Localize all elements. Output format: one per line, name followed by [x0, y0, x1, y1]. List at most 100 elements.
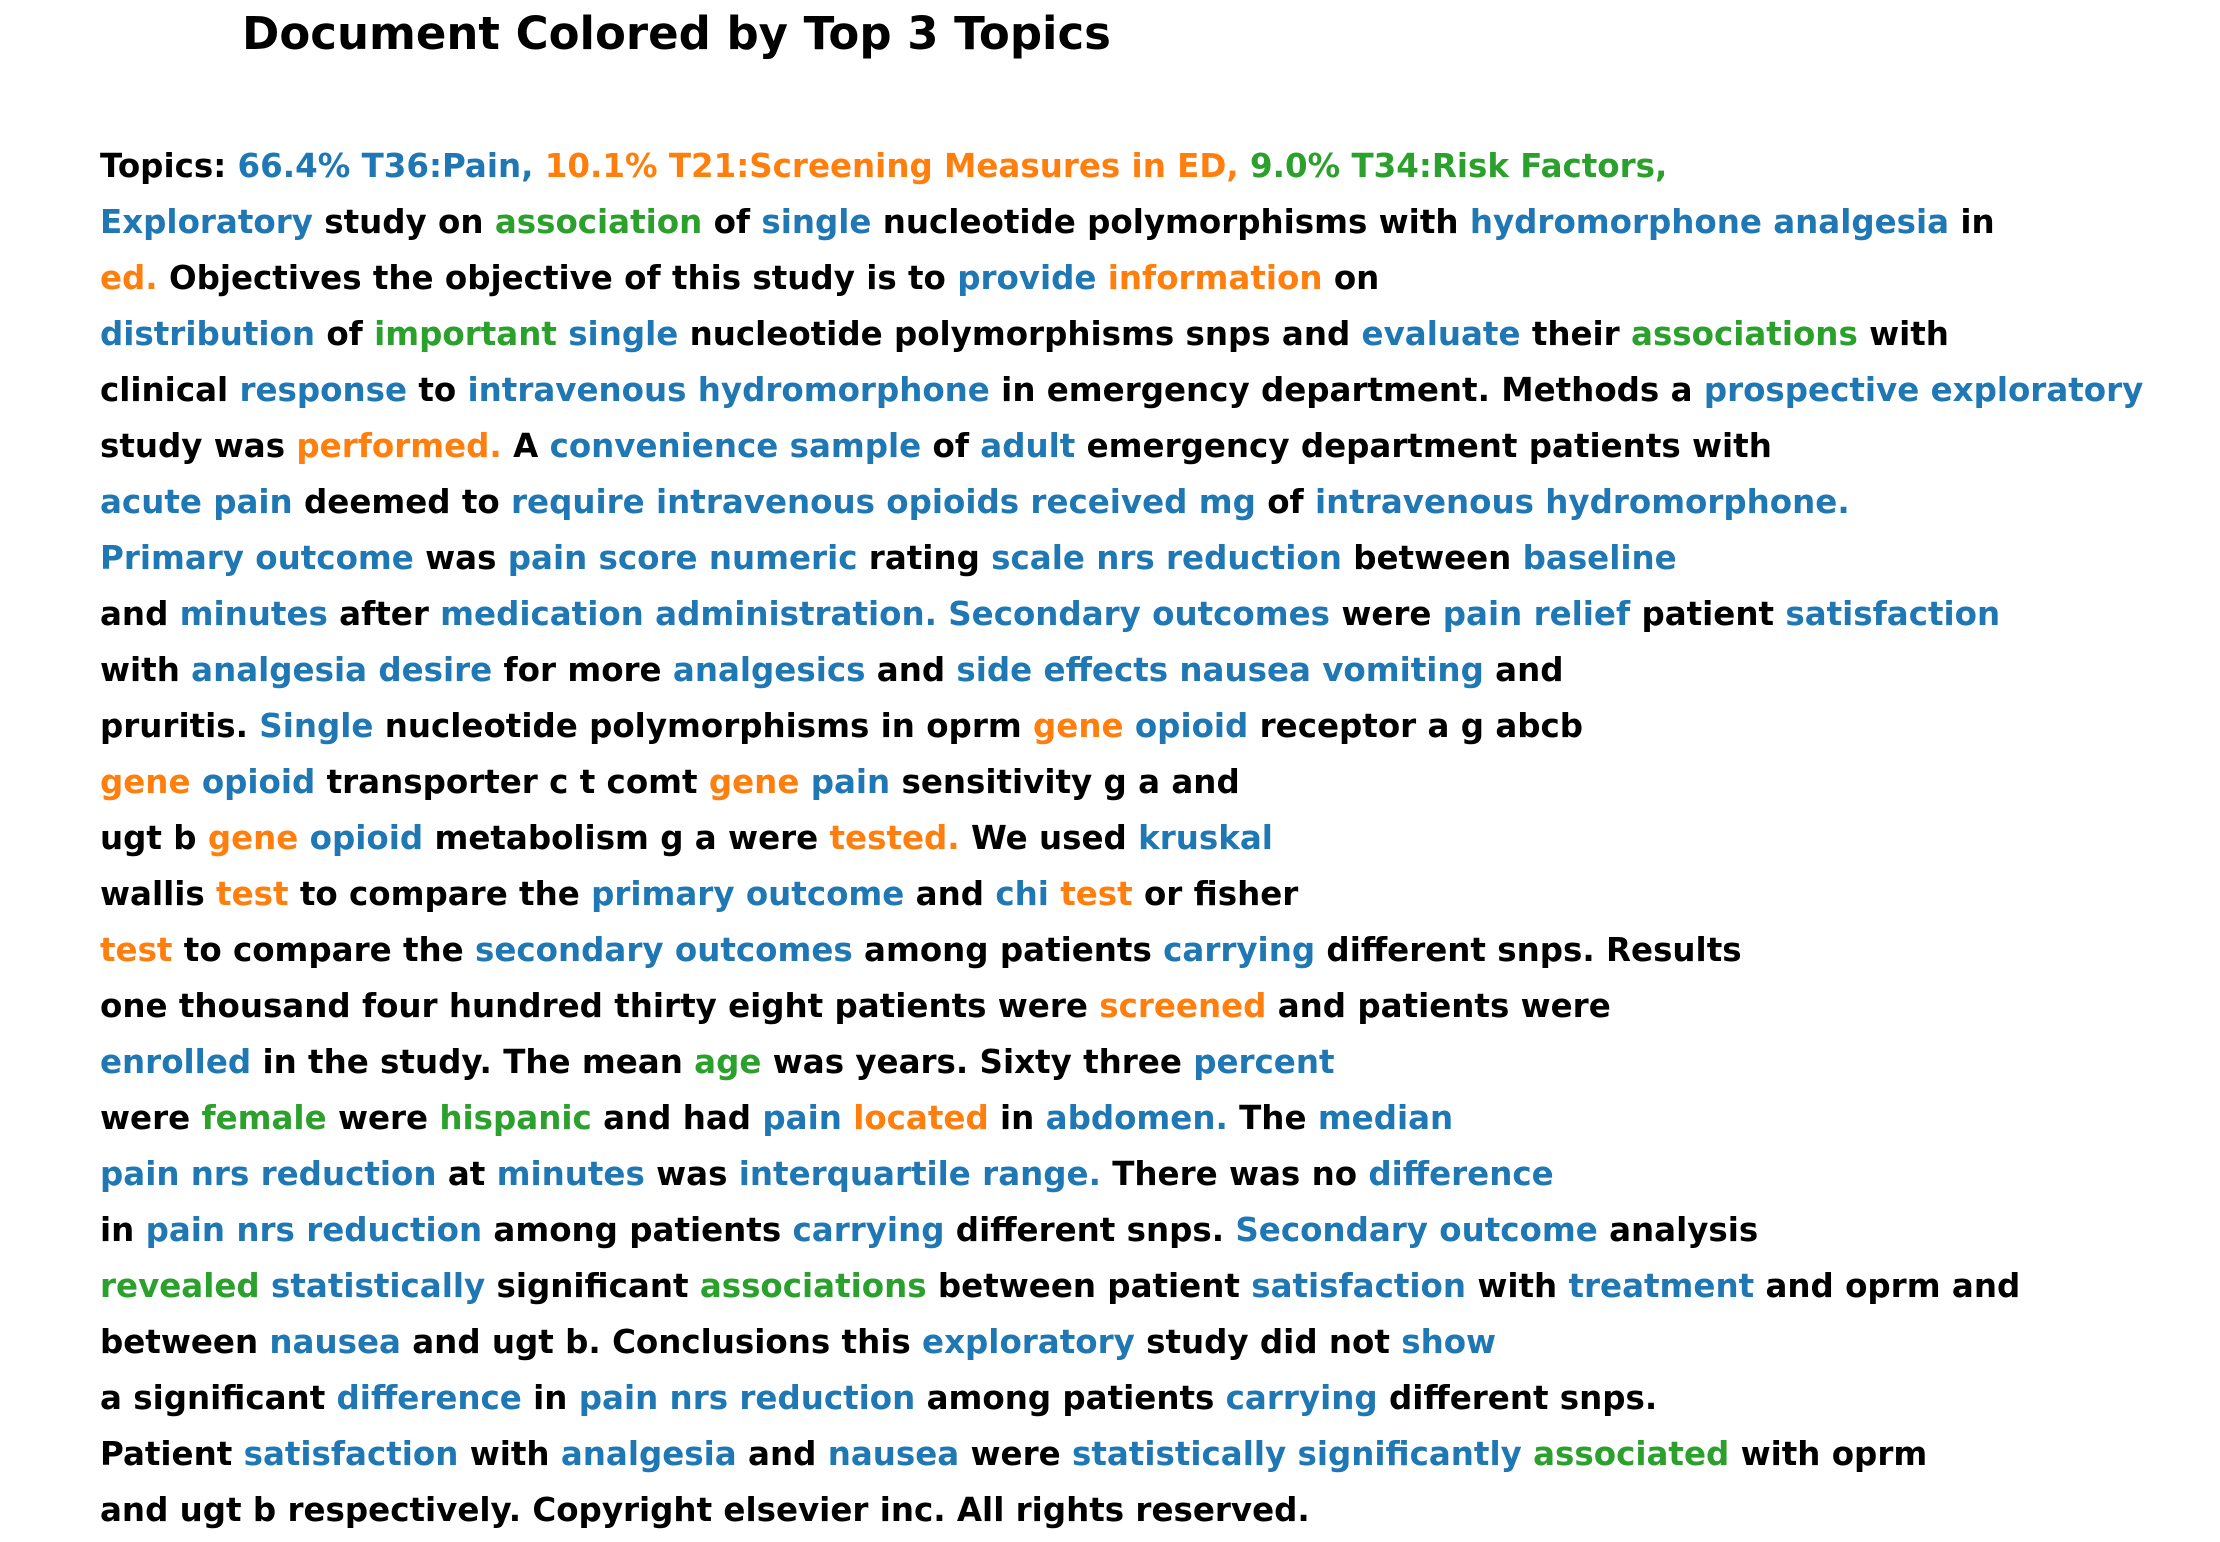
text-segment: in emergency department. Methods a: [989, 371, 1704, 409]
text-segment: and oprm and: [1754, 1267, 2021, 1305]
text-segment: gene: [708, 763, 800, 801]
text-segment: Single: [259, 707, 374, 745]
text-segment: The: [1227, 1099, 1318, 1137]
text-line: Patient satisfaction with analgesia and …: [100, 1426, 2143, 1482]
topic-legend-segment: 10.1% T21:Screening Measures in ED,: [544, 147, 1250, 185]
text-segment: to compare the: [172, 931, 476, 969]
text-segment: of: [315, 315, 375, 353]
text-segment: hispanic: [439, 1099, 592, 1137]
text-line: a significant difference in pain nrs red…: [100, 1370, 2143, 1426]
text-line: study was performed. A convenience sampl…: [100, 418, 2143, 474]
text-segment: and: [904, 875, 996, 913]
text-segment: with: [1857, 315, 1949, 353]
text-segment: and ugt b respectively. Copyright elsevi…: [100, 1491, 1310, 1529]
text-segment: interquartile range.: [738, 1155, 1101, 1193]
text-line: were female were hispanic and had pain l…: [100, 1090, 2143, 1146]
text-segment: carrying: [1225, 1379, 1378, 1417]
text-segment: statistically: [271, 1267, 486, 1305]
text-segment: pain relief: [1442, 595, 1631, 633]
text-segment: pain nrs reduction: [578, 1379, 916, 1417]
text-segment: of: [921, 427, 981, 465]
text-segment: for more: [492, 651, 673, 689]
text-segment: scale nrs reduction: [991, 539, 1342, 577]
text-segment: show: [1401, 1323, 1497, 1361]
text-line: and ugt b respectively. Copyright elsevi…: [100, 1482, 2143, 1538]
text-segment: analgesia: [560, 1435, 737, 1473]
text-segment: metabolism g a were: [423, 819, 830, 857]
text-segment: were: [1330, 595, 1443, 633]
text-segment: information: [1107, 259, 1323, 297]
text-segment: [1522, 1435, 1533, 1473]
text-segment: gene: [207, 819, 299, 857]
text-line: acute pain deemed to require intravenous…: [100, 474, 2143, 530]
text-segment: to: [407, 371, 468, 409]
text-segment: median: [1317, 1099, 1454, 1137]
text-line: distribution of important single nucleot…: [100, 306, 2143, 362]
text-line: enrolled in the study. The mean age was …: [100, 1034, 2143, 1090]
text-segment: abdomen.: [1045, 1099, 1228, 1137]
text-segment: analgesia desire: [191, 651, 493, 689]
text-segment: Primary outcome: [100, 539, 414, 577]
text-segment: was years. Sixty three: [761, 1043, 1194, 1081]
text-segment: intravenous hydromorphone.: [1314, 483, 1850, 521]
text-line: one thousand four hundred thirty eight p…: [100, 978, 2143, 1034]
text-segment: [557, 315, 568, 353]
text-segment: and ugt b. Conclusions this: [400, 1323, 923, 1361]
text-segment: adult: [980, 427, 1076, 465]
text-segment: pain nrs reduction: [100, 1155, 437, 1193]
text-segment: associations: [699, 1267, 927, 1305]
text-segment: [1124, 707, 1135, 745]
text-segment: enrolled: [100, 1043, 252, 1081]
text-line: pruritis. Single nucleotide polymorphism…: [100, 698, 2143, 754]
text-segment: important: [374, 315, 557, 353]
text-segment: Patient: [100, 1435, 244, 1473]
text-segment: nausea: [269, 1323, 401, 1361]
text-segment: treatment: [1568, 1267, 1755, 1305]
text-segment: was: [413, 539, 508, 577]
text-segment: between patient: [926, 1267, 1252, 1305]
text-segment: in: [521, 1379, 579, 1417]
text-segment: A: [501, 427, 550, 465]
text-segment: pruritis.: [100, 707, 260, 745]
text-segment: Secondary outcome: [1235, 1211, 1598, 1249]
text-segment: analysis: [1597, 1211, 1759, 1249]
text-segment: nausea: [827, 1435, 960, 1473]
text-segment: sensitivity g a and: [890, 763, 1240, 801]
text-line: Primary outcome was pain score numeric r…: [100, 530, 2143, 586]
text-segment: test: [100, 931, 173, 969]
text-segment: There was no: [1100, 1155, 1369, 1193]
text-segment: a significant: [100, 1379, 337, 1417]
text-segment: response: [239, 371, 408, 409]
text-segment: Objectives the objective of this study i…: [157, 259, 958, 297]
text-segment: prospective exploratory: [1703, 371, 2144, 409]
text-segment: association: [494, 203, 703, 241]
text-segment: between: [100, 1323, 270, 1361]
text-segment: clinical: [100, 371, 240, 409]
text-line: and minutes after medication administrat…: [100, 586, 2143, 642]
text-segment: pain: [810, 763, 891, 801]
text-line: wallis test to compare the primary outco…: [100, 866, 2143, 922]
text-segment: their: [1520, 315, 1632, 353]
text-segment: test: [1060, 875, 1133, 913]
text-segment: percent: [1193, 1043, 1335, 1081]
text-segment: with: [100, 651, 192, 689]
text-segment: of: [1255, 483, 1315, 521]
text-line: revealed statistically significant assoc…: [100, 1258, 2143, 1314]
text-segment: acute pain: [100, 483, 293, 521]
text-segment: rating: [857, 539, 992, 577]
text-segment: were: [959, 1435, 1072, 1473]
text-segment: to compare the: [288, 875, 592, 913]
text-segment: statistically significantly: [1072, 1435, 1522, 1473]
text-segment: located: [853, 1099, 989, 1137]
text-segment: among patients: [482, 1211, 793, 1249]
text-segment: side effects nausea vomiting: [956, 651, 1484, 689]
text-segment: age: [694, 1043, 762, 1081]
text-segment: pain score numeric: [507, 539, 858, 577]
text-segment: different snps.: [1377, 1379, 1658, 1417]
text-segment: kruskal: [1138, 819, 1273, 857]
text-line: pain nrs reduction at minutes was interq…: [100, 1146, 2143, 1202]
text-segment: wallis: [100, 875, 217, 913]
text-segment: among patients: [852, 931, 1164, 969]
text-segment: in: [100, 1211, 146, 1249]
text-segment: associated: [1533, 1435, 1730, 1473]
